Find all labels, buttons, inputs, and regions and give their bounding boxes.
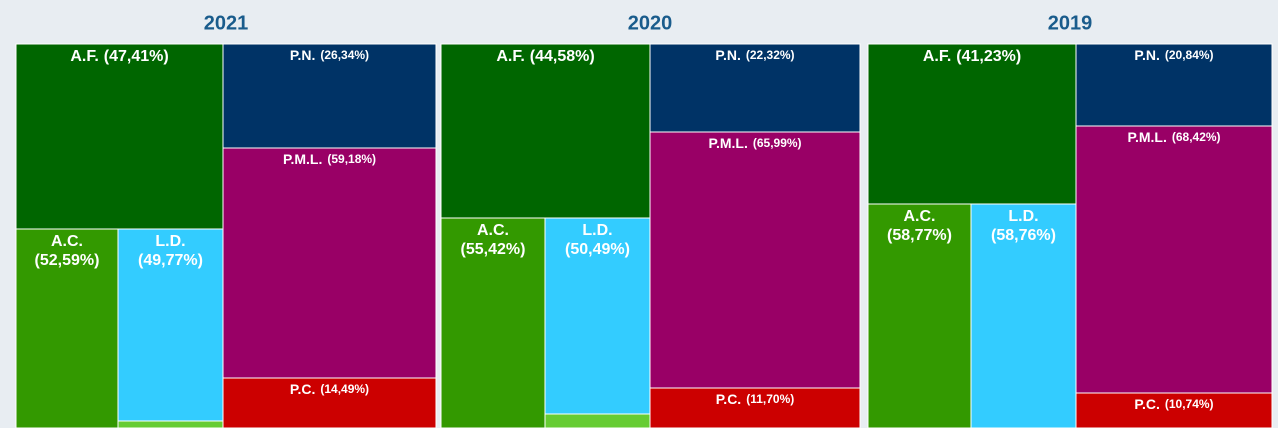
tile-name: L.D. [1008, 208, 1038, 225]
treemap-panel: 2020 A.F. (44,58%) A.C. (55,42%) L.D. (50,49%)… [440, 12, 861, 428]
tile-label: P.N. (22,32%) [715, 47, 794, 63]
tile-percent: (20,84%) [1165, 48, 1214, 62]
tile [15, 228, 119, 428]
tile-percent: (50,49%) [565, 241, 630, 258]
tile-name: A.F. [496, 48, 524, 65]
tile-label: P.M.L. (65,99%) [708, 135, 801, 151]
tile-percent: (55,42%) [461, 241, 526, 258]
tile-label: P.M.L. (59,18%) [283, 151, 376, 167]
tile [1075, 43, 1273, 127]
tile [15, 43, 224, 230]
tile-name: P.N. [290, 47, 315, 63]
tile [222, 147, 437, 379]
tile-name: L.D. [155, 233, 185, 250]
tile-percent: (26,34%) [320, 48, 369, 62]
tile-name: A.F. [70, 48, 98, 65]
tile [867, 43, 1077, 205]
tile [1075, 125, 1273, 394]
tile-name: L.D. [582, 222, 612, 239]
tile-percent: (49,77%) [138, 252, 203, 269]
tile-percent: (58,76%) [991, 227, 1056, 244]
tile [117, 420, 224, 428]
tile-percent: (47,41%) [104, 48, 169, 65]
tile-name: P.M.L. [1127, 129, 1166, 145]
tile [970, 203, 1077, 428]
tile-percent: (59,18%) [327, 152, 376, 166]
tile-percent: (11,70%) [746, 392, 794, 406]
tile [440, 217, 546, 428]
tile-name: P.N. [1134, 47, 1159, 63]
tile-name: P.M.L. [283, 151, 322, 167]
tile-label: A.F. (44,58%) [496, 48, 594, 65]
tile-percent: (58,77%) [887, 227, 952, 244]
tile-percent: (65,99%) [753, 136, 802, 150]
tile [117, 228, 224, 422]
tile-percent: (41,23%) [956, 48, 1021, 65]
tile [222, 377, 437, 428]
tile-label: A.F. (47,41%) [70, 48, 168, 65]
tile-label: P.C. (10,74%) [1134, 396, 1213, 412]
tile [649, 387, 861, 428]
treemap-panel: 2019 A.F. (41,23%) A.C. (58,77%) L.D. (58,76%)… [867, 12, 1273, 428]
tile-name: P.C. [716, 391, 741, 407]
tile-label: P.C. (11,70%) [716, 391, 794, 407]
tile-percent: (52,59%) [35, 252, 100, 269]
treemap-panel: 2021 A.F. (47,41%) A.C. (52,59%) L.D. (49,77%)… [15, 12, 437, 428]
tile [544, 413, 651, 428]
tile-label: P.N. (20,84%) [1134, 47, 1213, 63]
tile-name: P.N. [715, 47, 740, 63]
tile-label: P.C. (14,49%) [290, 381, 369, 397]
tile-name: A.C. [51, 233, 83, 250]
tile-name: A.C. [904, 208, 936, 225]
tile-label: P.N. (26,34%) [290, 47, 369, 63]
tile-name: P.C. [290, 381, 315, 397]
panel-title: 2021 [204, 12, 249, 34]
tile-name: A.C. [477, 222, 509, 239]
tile [867, 203, 972, 428]
tile-name: A.F. [923, 48, 951, 65]
tile-percent: (44,58%) [530, 48, 595, 65]
tile-percent: (10,74%) [1165, 397, 1214, 411]
tile-percent: (22,32%) [746, 48, 795, 62]
panel-title: 2019 [1048, 12, 1093, 34]
tile-percent: (14,49%) [320, 382, 369, 396]
tile-percent: (68,42%) [1172, 130, 1221, 144]
tile-name: P.C. [1134, 396, 1159, 412]
tile [649, 131, 861, 389]
panel-title: 2020 [628, 12, 673, 34]
tile [440, 43, 651, 219]
tile-label: P.M.L. (68,42%) [1127, 129, 1220, 145]
tile [1075, 392, 1273, 428]
tile [649, 43, 861, 133]
tile-name: P.M.L. [708, 135, 747, 151]
tile-label: A.F. (41,23%) [923, 48, 1021, 65]
tile [544, 217, 651, 415]
